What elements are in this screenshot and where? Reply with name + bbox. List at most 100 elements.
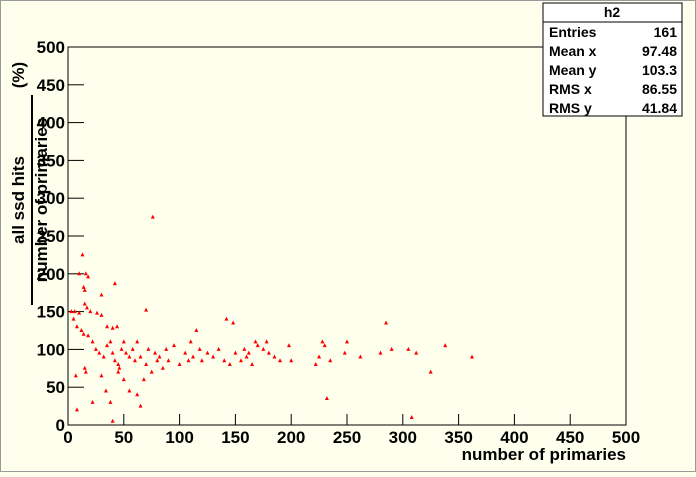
point — [99, 373, 104, 378]
point — [149, 369, 154, 374]
point — [121, 377, 126, 382]
point — [110, 325, 115, 330]
x-tick-label: 150 — [221, 428, 249, 447]
point — [115, 324, 120, 329]
stats-label: Mean y — [549, 62, 597, 78]
point — [186, 358, 191, 363]
point — [197, 346, 202, 351]
point — [84, 305, 89, 310]
stats-value: 86.55 — [642, 81, 677, 97]
y-tick-label: 250 — [37, 227, 65, 246]
point — [112, 281, 117, 286]
point — [264, 339, 269, 344]
point — [101, 354, 106, 359]
point — [119, 346, 124, 351]
point — [108, 339, 113, 344]
point — [224, 316, 229, 321]
point — [443, 343, 448, 348]
point — [266, 350, 271, 355]
point — [286, 343, 291, 348]
point — [82, 301, 87, 306]
point — [278, 358, 283, 363]
stats-label: RMS y — [549, 100, 592, 116]
stats-label: Mean x — [549, 43, 597, 59]
point — [246, 350, 251, 355]
point — [406, 346, 411, 351]
point — [127, 388, 132, 393]
point — [110, 418, 115, 423]
point — [86, 333, 91, 338]
point — [110, 350, 115, 355]
point — [261, 346, 266, 351]
point — [93, 346, 98, 351]
point — [121, 339, 126, 344]
point — [469, 354, 474, 359]
stats-box: h2 — [542, 2, 683, 117]
point — [317, 354, 322, 359]
y-tick-label: 0 — [56, 416, 65, 435]
point — [90, 399, 95, 404]
point — [83, 271, 88, 276]
point — [155, 358, 160, 363]
point — [205, 350, 210, 355]
point — [105, 324, 110, 329]
y-tick-label: 200 — [37, 265, 65, 284]
point — [345, 339, 349, 344]
point — [322, 343, 327, 348]
point — [80, 252, 85, 257]
point — [88, 309, 93, 314]
point — [103, 388, 108, 393]
y-tick-label: 50 — [46, 378, 65, 397]
stats-value: 41.84 — [642, 100, 677, 116]
point — [72, 309, 77, 314]
point — [216, 346, 221, 351]
point — [108, 399, 113, 404]
point — [384, 320, 389, 325]
point — [313, 362, 318, 367]
x-tick-label: 350 — [444, 428, 472, 447]
x-tick-label: 200 — [277, 428, 305, 447]
y-label-numerator: all ssd hits — [9, 156, 28, 244]
point — [188, 339, 193, 344]
point — [172, 343, 177, 348]
point — [116, 369, 121, 374]
stats-value: 103.3 — [642, 62, 677, 78]
point — [389, 346, 394, 351]
frame — [67, 46, 627, 426]
y-axis-label: all ssd hits number of primaries (%) — [9, 62, 51, 305]
y-label-denominator: number of primaries — [32, 118, 51, 282]
point — [289, 358, 294, 363]
point — [157, 354, 162, 359]
point — [83, 369, 88, 374]
point — [250, 362, 255, 367]
point — [97, 350, 102, 355]
point — [74, 407, 79, 412]
x-tick-label: 300 — [389, 428, 417, 447]
y-tick-label: 500 — [37, 38, 65, 57]
point — [324, 396, 329, 401]
y-tick-label: 450 — [37, 76, 65, 95]
y-label-unit: (%) — [9, 62, 28, 88]
point — [190, 354, 195, 359]
point — [71, 316, 76, 321]
point — [244, 354, 249, 359]
point — [112, 358, 117, 363]
point — [74, 324, 79, 329]
point — [73, 373, 78, 378]
point — [99, 292, 104, 297]
x-tick-label: 400 — [500, 428, 528, 447]
point — [414, 350, 419, 355]
point — [81, 331, 86, 336]
point — [428, 369, 433, 374]
stats-label: RMS x — [549, 81, 592, 97]
point — [233, 350, 238, 355]
point — [69, 309, 74, 314]
point — [132, 358, 137, 363]
point — [146, 346, 151, 351]
x-tick-label: 500 — [612, 428, 640, 447]
point — [86, 274, 91, 279]
stats-title: h2 — [604, 4, 621, 20]
point — [272, 354, 277, 359]
